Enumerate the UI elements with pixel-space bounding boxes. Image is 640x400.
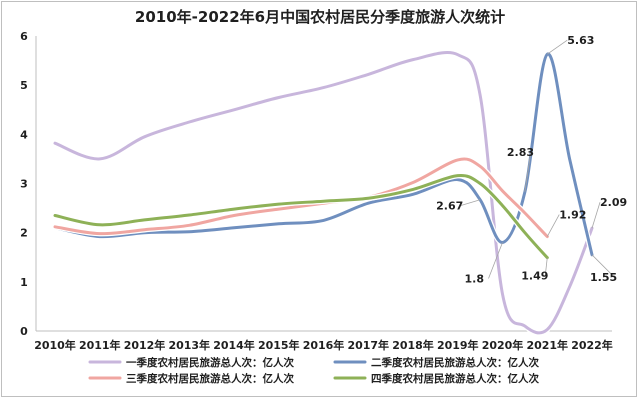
data-label: 2.67 [436, 200, 463, 213]
data-label-leader [591, 202, 601, 229]
legend: 一季度农村居民旅游总人次：亿人次 二季度农村居民旅游总人次：亿人次三季度农村居民旅… [88, 356, 539, 385]
data-label: 2.83 [507, 146, 534, 159]
x-tick-label: 2022年 [571, 338, 613, 352]
series-line [53, 51, 594, 335]
data-label-leader [488, 242, 503, 279]
data-label: 1.92 [559, 209, 586, 222]
series-halo [52, 49, 595, 336]
data-label: 2.09 [600, 196, 627, 209]
y-tick-label: 4 [20, 128, 28, 141]
y-tick-label: 6 [20, 30, 28, 43]
data-label-leader [547, 39, 568, 55]
y-tick-label: 3 [20, 178, 28, 191]
x-tick-label: 2017年 [347, 338, 389, 352]
x-tick-label: 2021年 [526, 338, 568, 352]
data-label-leader [460, 199, 481, 207]
data-label: 1.49 [521, 270, 548, 283]
data-label-leader [546, 214, 560, 237]
y-tick-labels: 0 1 2 3 4 5 6 [20, 30, 28, 338]
chart-title: 2010年-2022年6月中国农村居民分季度旅游人次统计 [135, 8, 505, 26]
x-tick-label: 2016年 [303, 338, 345, 352]
y-tick-label: 5 [20, 79, 28, 92]
data-label: 1.55 [590, 271, 617, 284]
legend-label: 一季度农村居民旅游总人次：亿人次 [126, 356, 294, 369]
x-tick-label: 2018年 [392, 338, 434, 352]
legend-label: 二季度农村居民旅游总人次：亿人次 [371, 356, 539, 369]
legend-label: 三季度农村居民旅游总人次：亿人次 [126, 372, 294, 385]
legend-label: 四季度农村居民旅游总人次：亿人次 [371, 372, 539, 385]
x-tick-label: 2011年 [79, 338, 121, 352]
x-tick-label: 2012年 [124, 338, 166, 352]
y-tick-label: 0 [20, 325, 28, 338]
x-tick-label: 2015年 [258, 338, 300, 352]
data-labels: 5.63 2.83 2.67 1.8 1.92 1.49 2.09 1.55 [436, 34, 627, 285]
series-lines [52, 49, 595, 336]
data-label-leader [591, 254, 615, 278]
x-tick-label: 2019年 [437, 338, 479, 352]
data-label-leader [524, 151, 532, 192]
data-label: 5.63 [567, 34, 594, 47]
x-tick-label: 2014年 [213, 338, 255, 352]
x-tick-label: 2020年 [482, 338, 524, 352]
x-tick-label: 2010年 [34, 338, 76, 352]
series-line [53, 52, 594, 257]
data-label: 1.8 [465, 273, 485, 286]
y-tick-label: 2 [20, 227, 28, 240]
x-tick-label: 2013年 [168, 338, 210, 352]
x-tick-labels: 2010年 2011年 2012年 2013年 2014年 2015年 2016年 2017年… [34, 338, 613, 352]
y-tick-label: 1 [20, 276, 28, 289]
data-label-leader [544, 257, 548, 276]
series-line [53, 173, 549, 260]
